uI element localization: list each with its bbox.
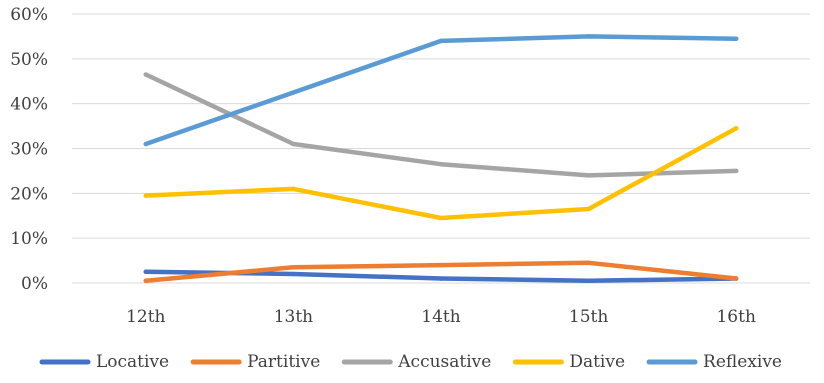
data-point-accusative (438, 161, 444, 167)
data-point-accusative (143, 72, 148, 77)
y-axis: 0% 10% 20% 30% 40% 50% 60% (10, 5, 48, 294)
y-tick-label: 60% (10, 5, 48, 25)
x-tick-label: 15th (569, 307, 608, 327)
data-point-locative (291, 271, 296, 277)
x-tick-label: 16th (716, 307, 755, 327)
x-axis: 12th 13th 14th 15th 16th (126, 307, 756, 327)
data-point-reflexive (734, 36, 739, 41)
data-point-partitive (438, 262, 444, 268)
x-tick-label: 14th (421, 307, 460, 327)
y-tick-label: 20% (10, 184, 48, 204)
legend-label: Locative (96, 352, 169, 372)
data-point-dative (734, 126, 739, 131)
data-point-locative (143, 269, 148, 274)
legend-item-dative: Dative (512, 352, 625, 372)
data-point-reflexive (143, 141, 148, 147)
legend-label: Partitive (247, 352, 320, 372)
y-tick-label: 40% (10, 95, 48, 115)
data-point-partitive (291, 265, 296, 270)
data-point-dative (291, 186, 296, 192)
series-lines (143, 34, 739, 284)
data-point-partitive (734, 276, 739, 281)
data-point-partitive (586, 260, 591, 266)
data-point-dative (586, 206, 591, 212)
data-point-dative (143, 193, 148, 198)
legend-item-locative: Locative (39, 352, 169, 372)
y-tick-label: 30% (10, 140, 48, 160)
y-tick-label: 0% (21, 274, 48, 294)
y-tick-label: 50% (10, 50, 48, 70)
data-point-reflexive (586, 34, 591, 39)
legend-label: Reflexive (703, 352, 782, 372)
data-point-partitive (143, 278, 148, 283)
x-tick-label: 13th (274, 307, 313, 327)
legend: Locative Partitive Accusative Dative Reflexi… (39, 352, 782, 372)
series-line-accusative (143, 72, 739, 178)
data-point-reflexive (438, 38, 444, 44)
data-point-dative (438, 215, 444, 221)
series-line-reflexive (143, 34, 739, 147)
data-point-locative (438, 276, 444, 281)
legend-item-accusative: Accusative (341, 352, 491, 372)
legend-label: Dative (569, 352, 625, 372)
y-tick-label: 10% (10, 229, 48, 249)
data-point-accusative (291, 141, 296, 147)
legend-item-partitive: Partitive (190, 352, 320, 372)
x-tick-label: 12th (126, 307, 165, 327)
legend-item-reflexive: Reflexive (646, 352, 782, 372)
data-point-accusative (734, 168, 739, 174)
legend-label: Accusative (397, 352, 491, 372)
data-point-locative (586, 278, 591, 283)
data-point-accusative (586, 173, 591, 178)
data-point-reflexive (291, 90, 296, 95)
